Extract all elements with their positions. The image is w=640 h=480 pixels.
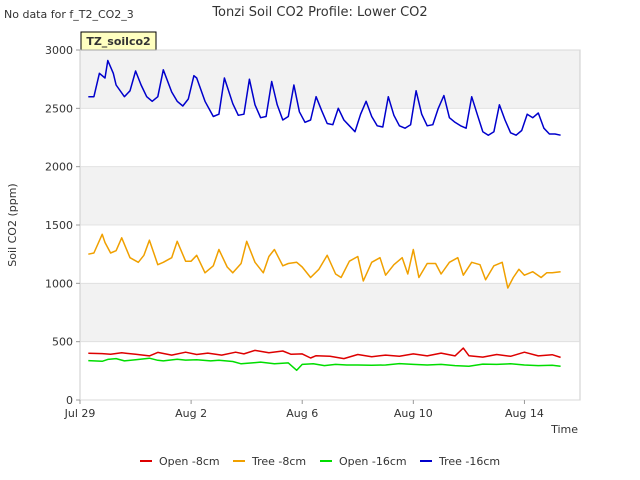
plot-band xyxy=(80,108,580,167)
plot-background xyxy=(80,50,580,400)
site-label-badge: TZ_soilco2 xyxy=(80,31,157,51)
chart-title: Tonzi Soil CO2 Profile: Lower CO2 xyxy=(211,5,427,20)
series-line-open-16cm xyxy=(88,357,561,372)
y-tick-label: 2000 xyxy=(45,161,73,174)
x-tick-label: Aug 14 xyxy=(505,407,544,420)
y-tick-label: 1500 xyxy=(45,219,73,232)
y-tick-label: 500 xyxy=(52,336,73,349)
y-tick-label: 0 xyxy=(66,394,73,407)
plot-band xyxy=(80,50,580,109)
series-line-tree-8cm xyxy=(88,233,561,289)
x-tick-label: Aug 2 xyxy=(175,407,207,420)
legend-label: Open -8cm xyxy=(159,455,220,468)
legend-label: Tree -8cm xyxy=(251,455,306,468)
x-tick-label: Aug 10 xyxy=(394,407,433,420)
series-group xyxy=(88,59,561,372)
plot-band xyxy=(80,225,580,284)
legend-label: Tree -16cm xyxy=(438,455,500,468)
legend-label: Open -16cm xyxy=(339,455,407,468)
series-line-tree-16cm xyxy=(88,59,561,136)
plot-band xyxy=(80,341,580,400)
y-axis-label: Soil CO2 (ppm) xyxy=(6,183,19,266)
site-label: TZ_soilco2 xyxy=(86,35,150,48)
series-line-open-8cm xyxy=(88,347,561,360)
x-axis-label: Time xyxy=(550,423,578,436)
no-data-note: No data for f_T2_CO2_3 xyxy=(4,8,134,21)
x-tick-label: Jul 29 xyxy=(64,407,96,420)
x-axis: Jul 29 Aug 2 Aug 6 Aug 10 Aug 14 xyxy=(64,400,544,420)
plot-band xyxy=(80,166,580,225)
x-tick-label: Aug 6 xyxy=(286,407,318,420)
plot-band xyxy=(80,283,580,342)
y-tick-label: 3000 xyxy=(45,44,73,57)
y-axis: 0 500 1000 1500 2000 2500 3000 xyxy=(45,44,580,407)
legend: Open -8cm Tree -8cm Open -16cm Tree -16cm xyxy=(140,455,500,468)
y-tick-label: 2500 xyxy=(45,102,73,115)
y-tick-label: 1000 xyxy=(45,277,73,290)
